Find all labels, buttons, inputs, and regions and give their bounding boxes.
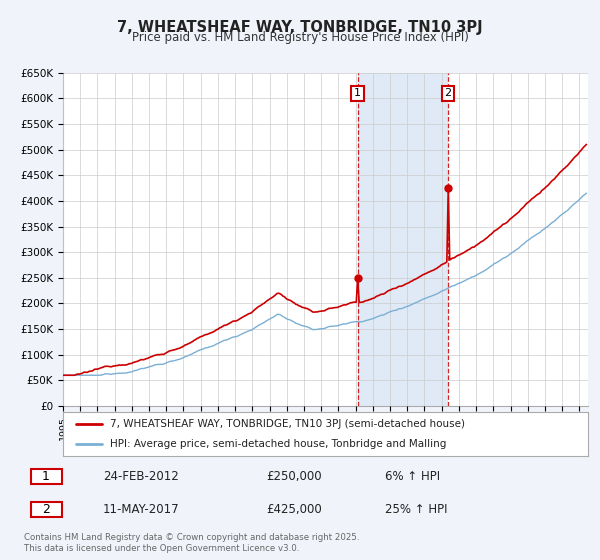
FancyBboxPatch shape	[31, 469, 62, 484]
Text: 25% ↑ HPI: 25% ↑ HPI	[385, 503, 448, 516]
Text: 7, WHEATSHEAF WAY, TONBRIDGE, TN10 3PJ (semi-detached house): 7, WHEATSHEAF WAY, TONBRIDGE, TN10 3PJ (…	[110, 419, 465, 429]
Text: 6% ↑ HPI: 6% ↑ HPI	[385, 470, 440, 483]
Text: 7, WHEATSHEAF WAY, TONBRIDGE, TN10 3PJ: 7, WHEATSHEAF WAY, TONBRIDGE, TN10 3PJ	[117, 20, 483, 35]
Text: £250,000: £250,000	[266, 470, 322, 483]
Text: 1: 1	[354, 88, 361, 99]
Bar	[358, 73, 448, 406]
Text: £425,000: £425,000	[266, 503, 322, 516]
Text: 2: 2	[445, 88, 451, 99]
Text: HPI: Average price, semi-detached house, Tonbridge and Malling: HPI: Average price, semi-detached house,…	[110, 439, 446, 449]
Text: 1: 1	[42, 470, 50, 483]
Text: 24-FEB-2012: 24-FEB-2012	[103, 470, 179, 483]
Text: Price paid vs. HM Land Registry's House Price Index (HPI): Price paid vs. HM Land Registry's House …	[131, 31, 469, 44]
Text: 2: 2	[42, 503, 50, 516]
Text: Contains HM Land Registry data © Crown copyright and database right 2025.
This d: Contains HM Land Registry data © Crown c…	[24, 533, 359, 553]
FancyBboxPatch shape	[31, 502, 62, 517]
Text: 11-MAY-2017: 11-MAY-2017	[103, 503, 179, 516]
